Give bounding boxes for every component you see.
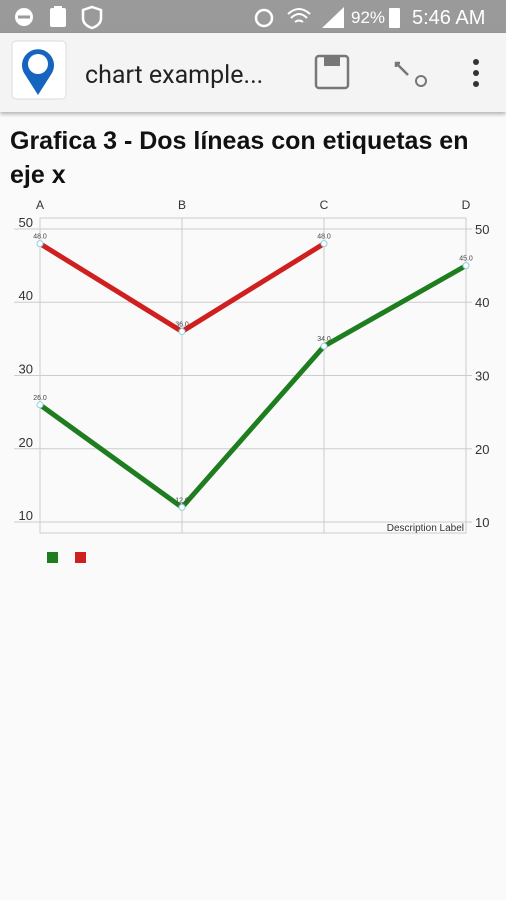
y2-tick-label: 30 bbox=[475, 369, 489, 384]
y-tick-label: 50 bbox=[19, 215, 33, 230]
x-tick-label: B bbox=[178, 198, 186, 212]
battery-text: 92% bbox=[351, 8, 385, 27]
legend-swatch bbox=[47, 552, 58, 563]
y2-tick-label: 20 bbox=[475, 442, 489, 457]
legend-swatch bbox=[75, 552, 86, 563]
share-button[interactable] bbox=[394, 61, 409, 76]
app-bar: chart example... bbox=[0, 33, 506, 112]
point bbox=[178, 328, 186, 336]
y-tick-label: 10 bbox=[19, 508, 33, 523]
chart-title: Grafica 3 - Dos líneas con etiquetas en … bbox=[10, 127, 469, 189]
x-axis-label: Description Label bbox=[387, 523, 464, 534]
point bbox=[36, 401, 44, 409]
point bbox=[320, 342, 328, 350]
y-tick-label: 40 bbox=[19, 288, 33, 303]
point bbox=[36, 240, 44, 248]
data-label: 12.0 bbox=[175, 497, 189, 504]
overflow-menu[interactable] bbox=[473, 59, 479, 87]
y2-tick-label: 10 bbox=[475, 515, 489, 530]
y-tick-label: 30 bbox=[19, 362, 33, 377]
y2-tick-label: 50 bbox=[475, 222, 489, 237]
point bbox=[320, 240, 328, 248]
app-title: chart example... bbox=[85, 61, 263, 90]
series-line bbox=[38, 263, 468, 511]
point bbox=[178, 503, 186, 511]
x-tick-label: A bbox=[36, 198, 44, 212]
data-label: 26.0 bbox=[33, 395, 47, 402]
data-label: 48.0 bbox=[33, 234, 47, 241]
point bbox=[462, 262, 470, 270]
clock: 5:46 AM bbox=[412, 7, 485, 29]
data-label: 34.0 bbox=[317, 336, 331, 343]
data-label: 36.0 bbox=[175, 322, 189, 329]
data-label: 48.0 bbox=[317, 234, 331, 241]
app-bar-icons: chart example... bbox=[11, 40, 479, 100]
status-bar: 92% 5:46 AM bbox=[0, 0, 506, 33]
y-tick-label: 20 bbox=[19, 435, 33, 450]
y2-tick-label: 40 bbox=[475, 295, 489, 310]
data-label: 45.0 bbox=[459, 256, 473, 263]
x-tick-label: C bbox=[320, 198, 329, 212]
x-tick-label: D bbox=[462, 198, 471, 212]
status-icons: 92% 5:46 AM bbox=[15, 5, 485, 30]
